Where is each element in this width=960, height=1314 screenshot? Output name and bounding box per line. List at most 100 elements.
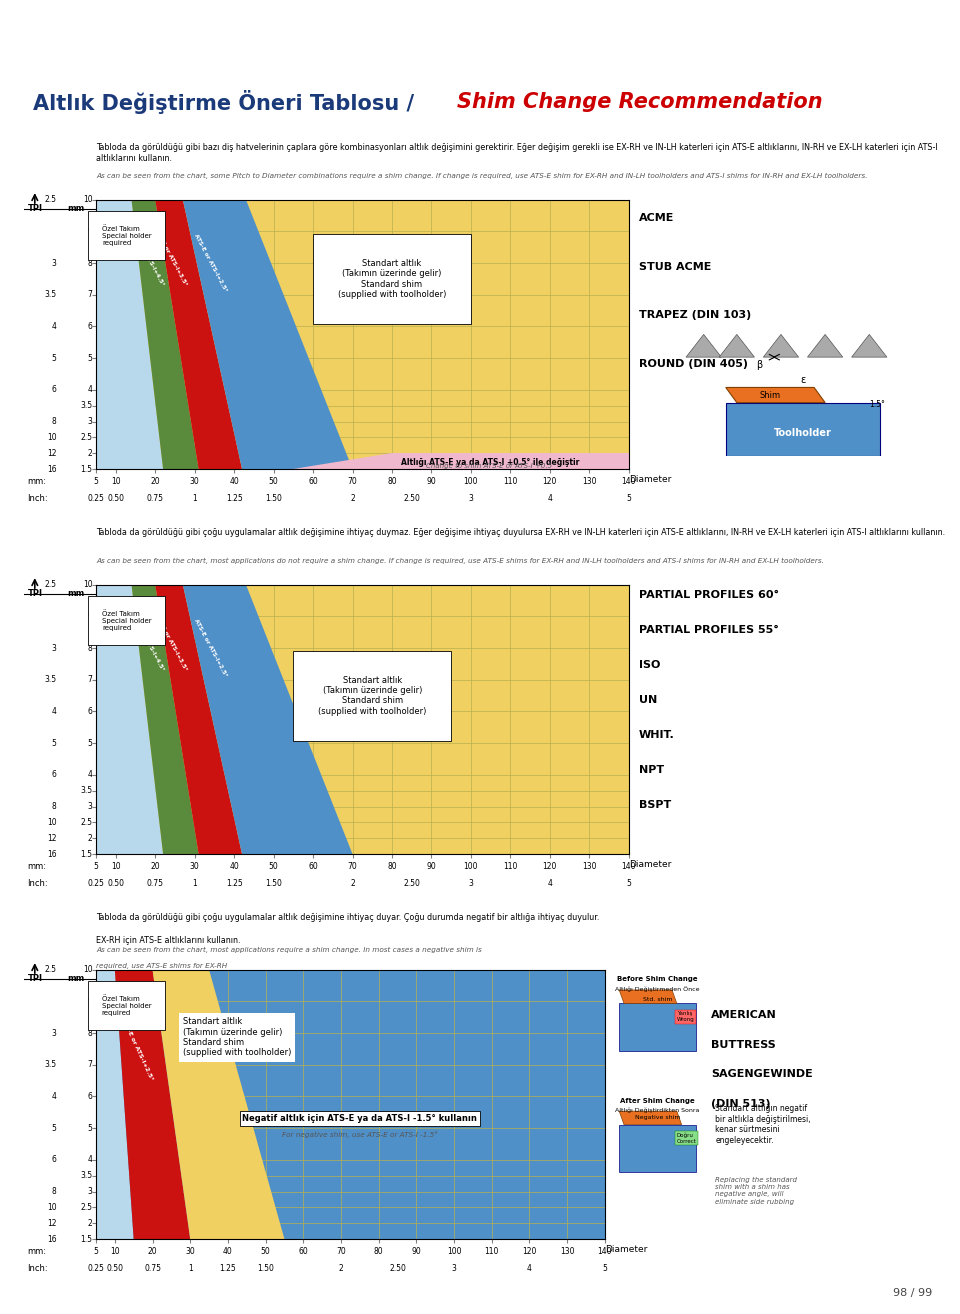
- Text: 0.25: 0.25: [87, 494, 105, 503]
- Text: Diameter: Diameter: [605, 1246, 647, 1255]
- Polygon shape: [619, 1112, 682, 1125]
- Text: Replacing the standard
shim with a shim has
negative angle, will
eliminate side : Replacing the standard shim with a shim …: [715, 1177, 797, 1205]
- Text: 12: 12: [47, 1219, 57, 1227]
- Text: 140: 140: [621, 862, 636, 871]
- Text: Negative shim: Negative shim: [635, 1116, 681, 1121]
- Text: mm: mm: [67, 590, 84, 598]
- Text: As can be seen from the chart, most applications require a shim change. In most : As can be seen from the chart, most appl…: [96, 947, 482, 953]
- Text: Yanlış
Wrong: Yanlış Wrong: [677, 1012, 694, 1022]
- Text: 5: 5: [52, 1123, 57, 1133]
- Text: ATS-E or ATS-I+2.5°: ATS-E or ATS-I+2.5°: [193, 619, 228, 678]
- Text: 70: 70: [336, 1247, 346, 1256]
- Text: 3: 3: [87, 802, 92, 811]
- Text: PARTIAL PROFILES 55°: PARTIAL PROFILES 55°: [639, 625, 779, 635]
- Text: 5: 5: [93, 477, 99, 486]
- Text: ATS-E or ATS-I+3.5°: ATS-E or ATS-I+3.5°: [154, 227, 188, 286]
- Text: 6: 6: [52, 1155, 57, 1164]
- Text: BUTTRESS: BUTTRESS: [711, 1039, 776, 1050]
- Text: 1: 1: [192, 494, 197, 503]
- Text: 0.25: 0.25: [87, 1264, 105, 1273]
- Text: 60: 60: [308, 477, 318, 486]
- Text: Std. shim: Std. shim: [643, 997, 672, 1001]
- Text: 16: 16: [47, 1235, 57, 1243]
- Text: Negatif altlık için ATS-E ya da ATS-I -1.5° kullanın: Negatif altlık için ATS-E ya da ATS-I -1…: [242, 1114, 477, 1123]
- Text: 1.5°: 1.5°: [870, 401, 885, 409]
- Text: Altlığı Değiştirdikten Sonra: Altlığı Değiştirdikten Sonra: [615, 1108, 700, 1113]
- Polygon shape: [619, 989, 677, 1004]
- Text: 16: 16: [47, 465, 57, 473]
- Text: 3.5: 3.5: [81, 1171, 92, 1180]
- Text: 40: 40: [223, 1247, 232, 1256]
- Text: 10: 10: [111, 862, 121, 871]
- Text: 2: 2: [350, 879, 355, 888]
- Text: 5: 5: [87, 353, 92, 363]
- Text: Altlık Değiştirme Öneri Tablosu /: Altlık Değiştirme Öneri Tablosu /: [33, 89, 421, 114]
- Text: 2.5: 2.5: [81, 817, 92, 827]
- Text: Inch:: Inch:: [28, 1264, 48, 1273]
- Text: NPT: NPT: [639, 765, 664, 775]
- Text: 60: 60: [299, 1247, 308, 1256]
- Text: 0.25: 0.25: [87, 879, 105, 888]
- Polygon shape: [132, 200, 199, 469]
- Text: 0.75: 0.75: [147, 879, 164, 888]
- Text: 2.5: 2.5: [44, 196, 57, 204]
- Text: TPI: TPI: [28, 975, 42, 983]
- Text: 3: 3: [87, 1187, 92, 1196]
- Text: 5: 5: [93, 862, 99, 871]
- Text: ATS-E or ATS-I+4.5°: ATS-E or ATS-I+4.5°: [130, 227, 165, 286]
- Polygon shape: [726, 388, 826, 402]
- Text: Doğru
Correct: Doğru Correct: [677, 1133, 697, 1143]
- Text: 5: 5: [93, 1247, 99, 1256]
- Text: 2.5: 2.5: [81, 432, 92, 442]
- Text: 12: 12: [47, 834, 57, 842]
- Text: 5: 5: [626, 494, 632, 503]
- Text: 110: 110: [503, 477, 517, 486]
- Text: 4: 4: [87, 385, 92, 394]
- Text: 3: 3: [468, 879, 473, 888]
- Text: 140: 140: [597, 1247, 612, 1256]
- Text: 10: 10: [83, 581, 92, 589]
- Text: UN: UN: [639, 695, 658, 706]
- Text: 3.5: 3.5: [81, 401, 92, 410]
- Text: 20: 20: [151, 477, 160, 486]
- Bar: [619, 1125, 696, 1172]
- Text: 30: 30: [190, 477, 200, 486]
- Text: Altlığı Değiştirmeden Önce: Altlığı Değiştirmeden Önce: [615, 986, 700, 992]
- Text: 5: 5: [52, 353, 57, 363]
- Text: 4: 4: [52, 1092, 57, 1101]
- Text: Standart altlık
(Takımın üzerinde gelir)
Standard shim
(supplied with toolholder: Standart altlık (Takımın üzerinde gelir)…: [318, 675, 426, 716]
- Text: 2.5: 2.5: [81, 1202, 92, 1212]
- Text: 2: 2: [350, 494, 355, 503]
- Text: 2.50: 2.50: [403, 879, 420, 888]
- Text: 3.5: 3.5: [44, 1060, 57, 1070]
- Text: Özel Takım
Special holder
required: Özel Takım Special holder required: [102, 610, 152, 631]
- Text: BSPT: BSPT: [639, 800, 671, 811]
- Polygon shape: [96, 970, 133, 1239]
- Text: 0.75: 0.75: [144, 1264, 161, 1273]
- Text: 110: 110: [485, 1247, 499, 1256]
- Text: 7: 7: [87, 675, 92, 685]
- Text: Özel Takım
Special holder
required: Özel Takım Special holder required: [102, 995, 152, 1016]
- Text: 130: 130: [560, 1247, 574, 1256]
- Text: mm: mm: [67, 975, 84, 983]
- Text: Inch:: Inch:: [28, 879, 48, 888]
- Text: Tabloda da görüldüğü gibi bazı diş hatvelerinin çaplara göre kombinasyonları alt: Tabloda da görüldüğü gibi bazı diş hatve…: [96, 143, 938, 163]
- Text: ε: ε: [801, 374, 805, 385]
- Text: 3.5: 3.5: [44, 675, 57, 685]
- Polygon shape: [156, 585, 242, 854]
- Text: AMERICAN: AMERICAN: [711, 1010, 777, 1020]
- Text: 0.50: 0.50: [108, 879, 124, 888]
- Text: 2: 2: [87, 1219, 92, 1227]
- Text: 30: 30: [185, 1247, 195, 1256]
- Text: 50: 50: [269, 862, 278, 871]
- Text: 10: 10: [83, 966, 92, 974]
- Text: 2: 2: [87, 834, 92, 842]
- Text: Altlığı ATS-E ya da ATS-I +0.5° ile değiştir: Altlığı ATS-E ya da ATS-I +0.5° ile deği…: [401, 457, 580, 466]
- Text: Tabloda da görüldüğü gibi çoğu uygulamalar altlık değişimine ihtiyaç duyar. Çoğu: Tabloda da görüldüğü gibi çoğu uygulamal…: [96, 913, 599, 922]
- Bar: [619, 1004, 696, 1051]
- Text: ATS-E or ATS-I+3.5°: ATS-E or ATS-I+3.5°: [154, 612, 188, 671]
- Text: 4: 4: [52, 707, 57, 716]
- Text: 0.75: 0.75: [147, 494, 164, 503]
- Text: 90: 90: [412, 1247, 421, 1256]
- Text: After Shim Change: After Shim Change: [620, 1097, 695, 1104]
